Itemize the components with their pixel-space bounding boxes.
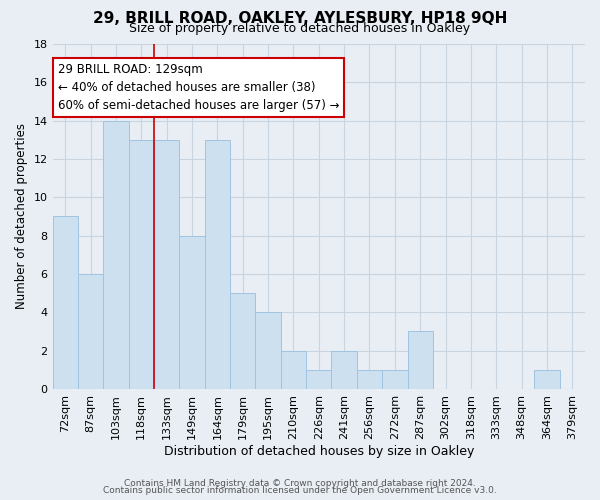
Text: 29, BRILL ROAD, OAKLEY, AYLESBURY, HP18 9QH: 29, BRILL ROAD, OAKLEY, AYLESBURY, HP18 …: [93, 11, 507, 26]
X-axis label: Distribution of detached houses by size in Oakley: Distribution of detached houses by size …: [164, 444, 474, 458]
Bar: [357, 370, 382, 389]
Text: Contains public sector information licensed under the Open Government Licence v3: Contains public sector information licen…: [103, 486, 497, 495]
Bar: [331, 350, 357, 389]
Bar: [256, 312, 281, 389]
Bar: [78, 274, 103, 389]
Bar: [534, 370, 560, 389]
Bar: [281, 350, 306, 389]
Text: 29 BRILL ROAD: 129sqm
← 40% of detached houses are smaller (38)
60% of semi-deta: 29 BRILL ROAD: 129sqm ← 40% of detached …: [58, 63, 340, 112]
Bar: [179, 236, 205, 389]
Text: Contains HM Land Registry data © Crown copyright and database right 2024.: Contains HM Land Registry data © Crown c…: [124, 478, 476, 488]
Bar: [407, 332, 433, 389]
Bar: [128, 140, 154, 389]
Bar: [205, 140, 230, 389]
Bar: [103, 120, 128, 389]
Bar: [306, 370, 331, 389]
Bar: [154, 140, 179, 389]
Bar: [53, 216, 78, 389]
Y-axis label: Number of detached properties: Number of detached properties: [15, 124, 28, 310]
Bar: [230, 293, 256, 389]
Bar: [382, 370, 407, 389]
Text: Size of property relative to detached houses in Oakley: Size of property relative to detached ho…: [130, 22, 470, 35]
